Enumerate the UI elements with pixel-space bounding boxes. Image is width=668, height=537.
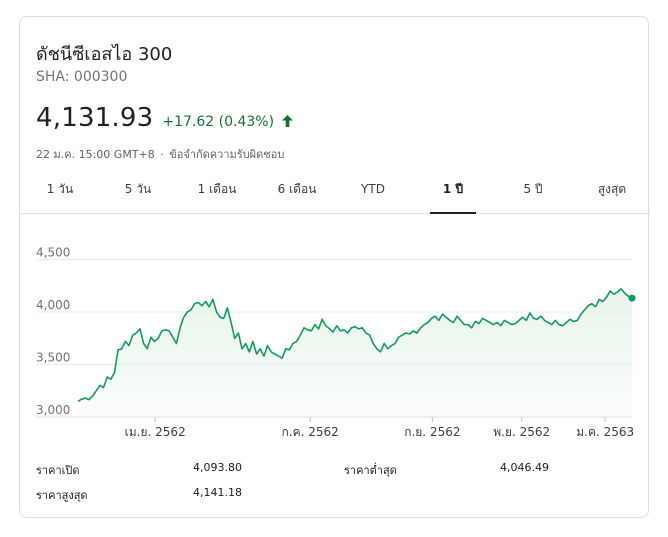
tab-1-month[interactable]: 1 เดือน bbox=[197, 182, 237, 196]
timestamp-row: 22 ม.ค. 15:00 GMT+8 · ข้อจำกัดความรับผิด… bbox=[36, 145, 284, 163]
y-tick-label: 4,500 bbox=[36, 246, 70, 260]
high-value: 4,141.18 bbox=[193, 486, 242, 499]
disclaimer-link[interactable]: ข้อจำกัดความรับผิดชอบ bbox=[169, 148, 285, 161]
index-title: ดัชนีซีเอสไอ 300 bbox=[36, 44, 173, 65]
y-tick-label: 3,000 bbox=[36, 403, 70, 417]
tab-max[interactable]: สูงสุด bbox=[597, 182, 627, 196]
range-tabs: 1 วัน 5 วัน 1 เดือน 6 เดือน YTD 1 ปี 5 ป… bbox=[20, 173, 650, 214]
tab-ytd[interactable]: YTD bbox=[361, 182, 385, 196]
tab-1-year[interactable]: 1 ปี bbox=[430, 173, 476, 214]
current-price: 4,131.93 bbox=[36, 103, 154, 133]
low-label: ราคาต่ำสุด bbox=[344, 464, 397, 477]
meta-separator: · bbox=[160, 148, 164, 161]
y-tick-label: 3,500 bbox=[36, 351, 70, 365]
price-chart[interactable]: 3,000 3,500 4,000 4,500 เม.ย. 2562 ก.ค. 2562 ก… bbox=[20, 237, 650, 449]
series-line bbox=[77, 288, 633, 402]
x-tick-label: เม.ย. 2562 bbox=[125, 425, 186, 439]
x-tick-label: ก.ย. 2562 bbox=[404, 425, 460, 439]
low-value: 4,046.49 bbox=[500, 461, 549, 474]
last-point-marker bbox=[628, 294, 636, 302]
y-tick-label: 4,000 bbox=[36, 298, 70, 312]
price-row: 4,131.93 +17.62 (0.43%) bbox=[36, 103, 293, 133]
x-tick-label: ก.ค. 2562 bbox=[282, 425, 339, 439]
open-value: 4,093.80 bbox=[193, 461, 242, 474]
tab-1-day[interactable]: 1 วัน bbox=[46, 182, 74, 196]
tab-5-years[interactable]: 5 ปี bbox=[523, 182, 543, 196]
ticker-symbol: SHA: 000300 bbox=[36, 69, 128, 85]
stock-card: ดัชนีซีเอสไอ 300 SHA: 000300 4,131.93 +1… bbox=[19, 16, 650, 518]
x-tick-label: ม.ค. 2563 bbox=[576, 425, 634, 439]
high-label: ราคาสูงสุด bbox=[36, 489, 88, 502]
tab-6-months[interactable]: 6 เดือน bbox=[277, 182, 317, 196]
price-change-text: +17.62 (0.43%) bbox=[162, 114, 275, 130]
timestamp: 22 ม.ค. 15:00 GMT+8 bbox=[36, 148, 155, 161]
price-change: +17.62 (0.43%) bbox=[162, 114, 293, 131]
arrow-up-icon bbox=[281, 115, 293, 131]
x-tick-label: พ.ย. 2562 bbox=[493, 425, 550, 439]
area-fill bbox=[78, 288, 632, 417]
tab-5-days[interactable]: 5 วัน bbox=[124, 182, 152, 196]
open-label: ราคาเปิด bbox=[36, 464, 80, 477]
